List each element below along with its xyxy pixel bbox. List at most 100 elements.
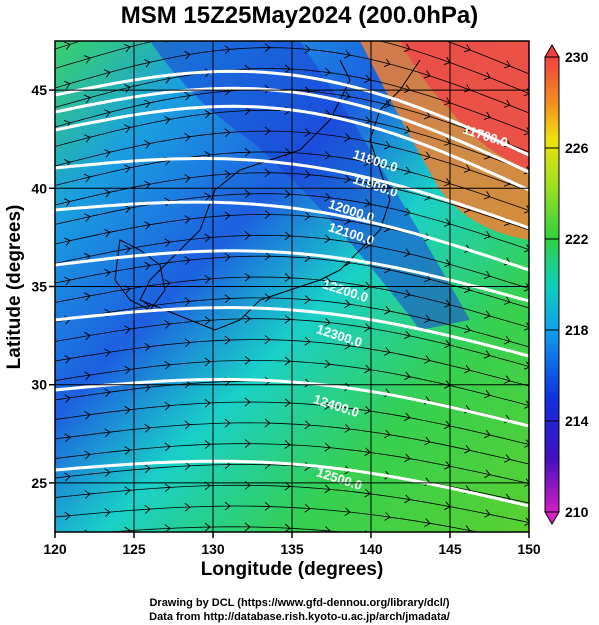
colorbar-bottom-arrow <box>544 511 560 525</box>
streamline-arrow <box>524 478 529 487</box>
streamline-arrow <box>104 428 111 438</box>
streamline-arrow <box>144 261 151 271</box>
streamline-arrow <box>124 526 131 532</box>
streamline-arrow <box>484 389 491 399</box>
streamline-arrow <box>103 69 111 78</box>
y-axis-ticks: 25 30 35 40 45 <box>31 82 55 491</box>
streamline-arrow <box>304 295 311 304</box>
streamline-arrow <box>324 484 331 494</box>
streamline-arrow <box>224 128 231 138</box>
streamline-arrow <box>503 60 511 69</box>
streamline-arrow <box>245 24 250 32</box>
y-tick-label: 40 <box>31 180 47 196</box>
streamline-arrow <box>324 442 331 452</box>
streamline-arrow <box>144 423 151 433</box>
x-tick-label: 135 <box>280 541 304 557</box>
streamline-arrow <box>304 44 311 54</box>
streamline-arrow <box>403 43 411 53</box>
streamline-arrow <box>164 238 171 248</box>
streamline-arrow <box>483 230 491 240</box>
streamline-arrow <box>284 523 291 532</box>
streamline-arrow <box>384 182 391 191</box>
streamline-arrow <box>504 454 511 463</box>
streamline-arrow <box>404 412 411 422</box>
streamline-arrow <box>344 507 351 516</box>
streamline-arrow <box>184 50 191 60</box>
streamline-arrow <box>364 198 371 208</box>
streamline-arrow <box>144 221 151 230</box>
credit-data: Data from http://database.rish.kyoto-u.a… <box>149 611 450 623</box>
streamline-arrow <box>184 502 191 512</box>
streamline-arrow <box>364 323 371 332</box>
colorbar-tick-label: 210 <box>565 504 589 520</box>
streamline-arrow <box>184 10 190 18</box>
streamline-arrow <box>144 58 151 68</box>
streamline-arrow <box>164 115 171 125</box>
streamline-arrow <box>523 127 529 136</box>
streamline-arrow <box>244 147 251 157</box>
streamline-arrow <box>325 26 331 34</box>
streamline-arrow <box>124 405 131 415</box>
streamline-arrow <box>304 420 311 430</box>
streamline-arrow <box>344 9 350 17</box>
streamline <box>55 41 529 75</box>
streamline-arrow <box>64 198 71 207</box>
streamline-arrow <box>284 231 291 241</box>
streamline-arrow <box>423 151 431 161</box>
streamline-arrow <box>104 508 111 517</box>
streamline-arrow <box>344 299 351 309</box>
streamline-arrow <box>124 486 131 496</box>
streamline-arrow <box>384 347 391 356</box>
streamline-arrow <box>405 536 411 544</box>
streamline-arrow <box>84 490 91 499</box>
streamline-arrow <box>164 279 171 288</box>
streamline-arrow <box>264 418 271 428</box>
streamline-arrow <box>264 168 271 178</box>
streamline-arrow <box>304 128 311 137</box>
streamline-arrow <box>264 335 271 344</box>
streamline-arrow <box>244 522 251 532</box>
streamline-arrow <box>204 522 211 532</box>
streamline-arrow <box>503 336 511 345</box>
streamline-arrow <box>403 166 411 176</box>
streamline-arrow <box>483 350 491 359</box>
colorbar-tick-label: 218 <box>565 322 589 338</box>
streamline-arrow <box>384 512 391 521</box>
streamline-arrow <box>144 140 151 149</box>
streamline-arrow <box>465 525 471 532</box>
streamline-arrow <box>364 41 366 42</box>
streamline-arrow <box>224 252 231 262</box>
x-axis-ticks: 120 125 130 135 140 145 150 <box>43 532 541 557</box>
height-contour <box>55 104 529 192</box>
streamline-arrow <box>344 340 351 350</box>
streamline-arrow <box>224 501 231 511</box>
streamline-arrow <box>523 361 529 370</box>
streamline-arrow <box>104 228 111 238</box>
streamline <box>55 130 529 192</box>
streamline-arrow <box>64 276 71 286</box>
streamline-arrow <box>144 19 150 27</box>
streamline-arrow <box>284 440 291 449</box>
streamline-arrow <box>204 398 211 408</box>
streamline-arrow <box>284 481 291 491</box>
streamline <box>55 47 529 114</box>
streamline-arrow <box>124 204 131 214</box>
streamline-arrow <box>244 439 251 448</box>
streamline-arrow <box>264 293 271 303</box>
streamline-arrow <box>305 3 310 11</box>
streamline-arrow <box>124 124 131 133</box>
streamline-arrow <box>484 469 491 479</box>
streamline-arrow <box>104 149 111 158</box>
x-tick-label: 125 <box>122 541 146 557</box>
streamline-arrow <box>423 111 431 120</box>
streamline-arrow <box>523 283 529 292</box>
streamline-arrow <box>284 398 291 408</box>
streamline-arrow <box>144 342 151 352</box>
streamline <box>55 360 529 406</box>
streamline <box>55 234 529 289</box>
streamline-arrow <box>324 401 331 410</box>
x-tick-label: 145 <box>438 541 462 557</box>
streamline-arrow <box>124 43 131 53</box>
streamline-arrow <box>64 394 71 403</box>
streamline-arrow <box>204 274 211 284</box>
